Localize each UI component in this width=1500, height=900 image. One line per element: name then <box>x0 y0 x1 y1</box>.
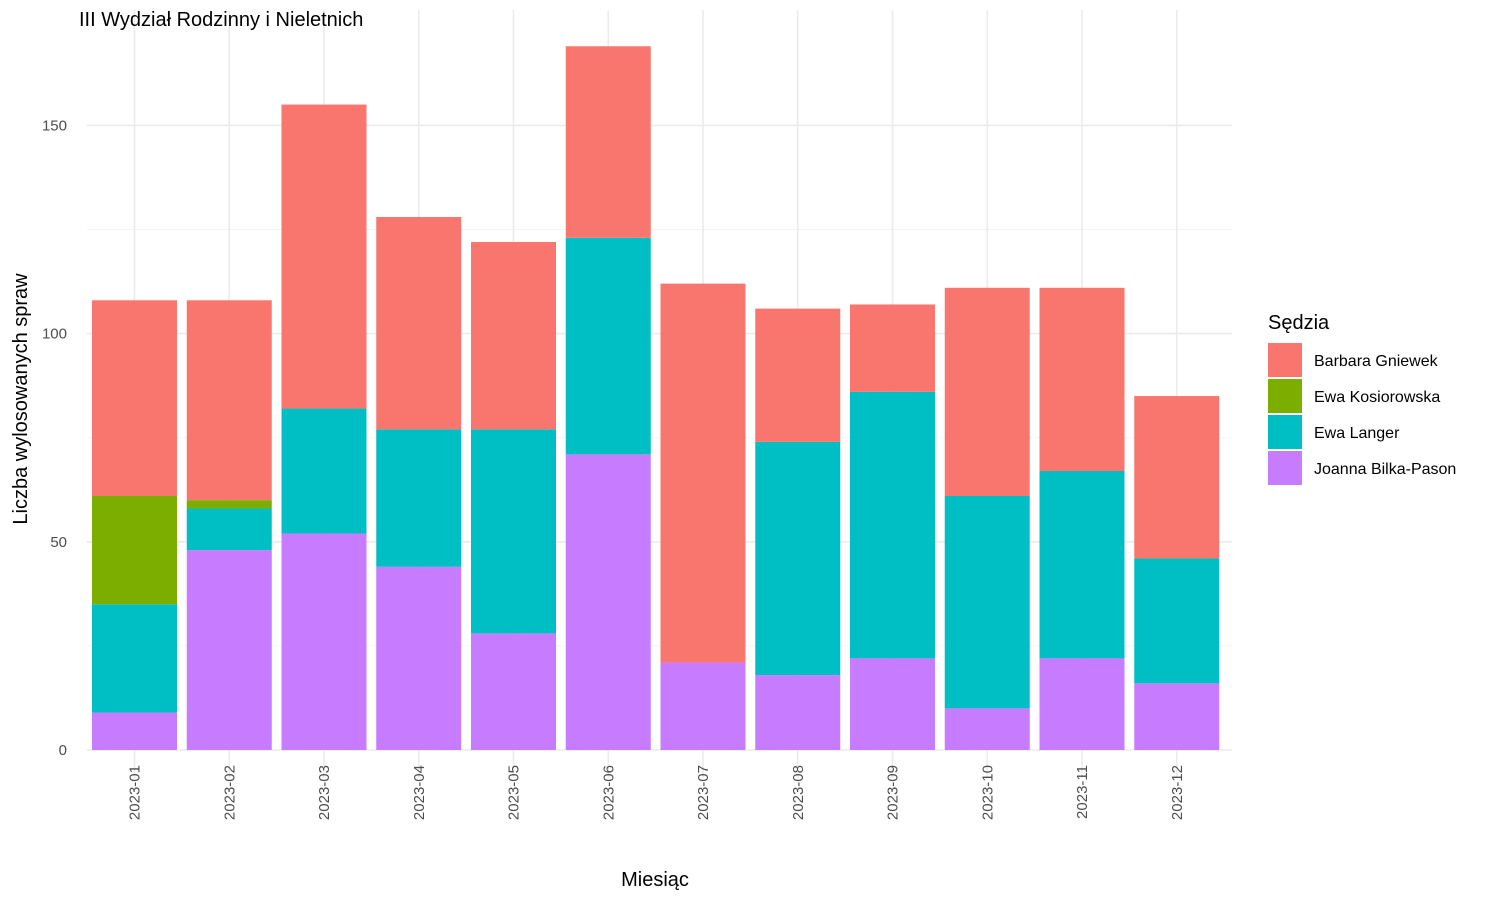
legend-label: Ewa Kosiorowska <box>1314 389 1440 406</box>
x-tick-label: 2023-11 <box>1074 765 1091 819</box>
bar-segment-joanna-bilka-pason-2023-06 <box>565 454 651 750</box>
legend-title: Sędzia <box>1268 312 1330 334</box>
bar-segment-barbara-gniewek-2023-12 <box>1134 396 1220 559</box>
legend-key-ewa-langer <box>1268 415 1302 449</box>
y-tick-label: 150 <box>42 117 67 134</box>
legend-label: Joanna Bilka-Pason <box>1314 461 1456 478</box>
bar-segment-ewa-langer-2023-02 <box>186 508 272 551</box>
bar-segment-ewa-langer-2023-03 <box>281 408 367 534</box>
y-axis-title: Liczba wylosowanych spraw <box>10 273 32 525</box>
x-tick-label: 2023-03 <box>316 765 333 820</box>
y-tick-label: 100 <box>42 326 67 343</box>
bar-segment-ewa-langer-2023-06 <box>565 237 651 455</box>
x-tick-label: 2023-09 <box>885 765 902 820</box>
bar-segment-joanna-bilka-pason-2023-03 <box>281 533 367 750</box>
bar-segment-ewa-kosiorowska-2023-02 <box>186 500 272 509</box>
x-tick-label: 2023-06 <box>600 765 617 820</box>
x-tick-label: 2023-12 <box>1169 765 1186 820</box>
bar-segment-joanna-bilka-pason-2023-01 <box>92 712 177 750</box>
bar-segment-ewa-langer-2023-11 <box>1039 471 1125 659</box>
bar-segment-barbara-gniewek-2023-10 <box>944 287 1030 496</box>
legend: Sędzia Barbara Gniewek Ewa Kosiorowska Ewa… <box>1268 312 1456 485</box>
bar-segment-barbara-gniewek-2023-08 <box>755 308 841 442</box>
bar-segment-barbara-gniewek-2023-05 <box>471 241 556 430</box>
bar-segment-ewa-langer-2023-09 <box>850 391 935 659</box>
x-tick-label: 2023-10 <box>979 765 996 820</box>
x-tick-label: 2023-04 <box>411 765 428 820</box>
bar-segment-ewa-langer-2023-01 <box>92 604 177 713</box>
bars <box>92 46 1220 750</box>
bar-segment-joanna-bilka-pason-2023-12 <box>1134 683 1220 750</box>
bar-segment-joanna-bilka-pason-2023-02 <box>186 550 272 750</box>
bar-segment-barbara-gniewek-2023-02 <box>186 300 272 501</box>
bar-segment-ewa-langer-2023-08 <box>755 441 841 676</box>
legend-label: Barbara Gniewek <box>1314 353 1439 370</box>
bar-segment-ewa-langer-2023-10 <box>944 495 1030 709</box>
x-tick-label: 2023-02 <box>221 765 238 820</box>
bar-segment-joanna-bilka-pason-2023-11 <box>1039 658 1125 750</box>
x-tick-label: 2023-08 <box>790 765 807 820</box>
bar-segment-joanna-bilka-pason-2023-05 <box>471 633 556 750</box>
bar-segment-barbara-gniewek-2023-09 <box>850 304 935 392</box>
bar-segment-ewa-langer-2023-05 <box>471 429 556 634</box>
bar-segment-joanna-bilka-pason-2023-09 <box>850 658 935 750</box>
x-axis-ticks: 2023-01 2023-02 2023-03 2023-04 2023-05 2023-… <box>127 765 1186 820</box>
bar-segment-joanna-bilka-pason-2023-04 <box>376 566 462 750</box>
y-axis-ticks: 0 50 100 150 <box>42 117 67 759</box>
legend-label: Ewa Langer <box>1314 425 1400 442</box>
bar-segment-joanna-bilka-pason-2023-07 <box>660 662 746 750</box>
bar-segment-barbara-gniewek-2023-06 <box>565 46 651 238</box>
x-axis-title: Miesiąc <box>621 869 689 891</box>
x-tick-label: 2023-01 <box>127 765 144 820</box>
legend-key-joanna-bilka-pason <box>1268 451 1302 485</box>
y-tick-label: 50 <box>50 534 67 551</box>
legend-key-barbara-gniewek <box>1268 343 1302 377</box>
chart-title: III Wydział Rodzinny i Nieletnich <box>79 9 363 31</box>
x-tick-label: 2023-07 <box>695 765 712 820</box>
legend-key-ewa-kosiorowska <box>1268 379 1302 413</box>
bar-segment-ewa-kosiorowska-2023-01 <box>92 495 177 605</box>
y-tick-label: 0 <box>59 742 67 759</box>
bar-segment-joanna-bilka-pason-2023-10 <box>944 708 1030 750</box>
bar-segment-barbara-gniewek-2023-07 <box>660 283 746 663</box>
bar-segment-ewa-langer-2023-12 <box>1134 558 1220 684</box>
bar-segment-barbara-gniewek-2023-11 <box>1039 287 1125 472</box>
bar-segment-joanna-bilka-pason-2023-08 <box>755 675 841 750</box>
bar-segment-barbara-gniewek-2023-01 <box>92 300 177 496</box>
bar-segment-barbara-gniewek-2023-03 <box>281 104 367 409</box>
bar-segment-barbara-gniewek-2023-04 <box>376 217 462 430</box>
bar-segment-ewa-langer-2023-04 <box>376 429 462 567</box>
x-tick-label: 2023-05 <box>506 765 523 820</box>
